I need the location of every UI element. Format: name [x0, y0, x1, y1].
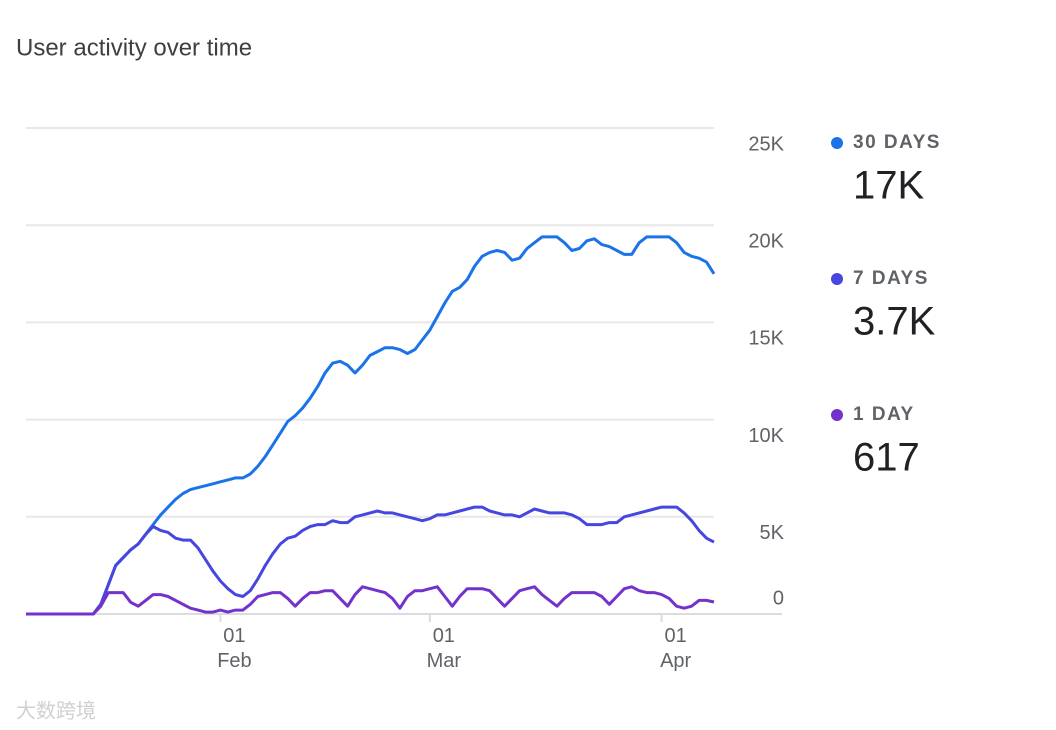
legend-name: 1 DAY [853, 404, 915, 425]
y-tick-label: 25K [748, 133, 784, 155]
x-tick-label-line: 01 [223, 625, 245, 647]
watermark: 大数跨境 [16, 699, 96, 722]
x-tick-label: 01 Feb [217, 625, 251, 672]
y-tick-label: 10K [748, 425, 784, 447]
x-tick-label-line: Apr [660, 650, 691, 672]
series-line [26, 585, 715, 616]
legend-total: 3.7K [853, 300, 936, 344]
x-tick-label: 01 Mar [427, 625, 462, 672]
x-tick-label: 01 Apr [660, 625, 691, 672]
chart-title: User activity over time [16, 34, 252, 61]
x-tick-label-line: 01 [665, 625, 687, 647]
series-line [26, 235, 716, 616]
legend-name: 7 DAYS [853, 268, 929, 289]
legend-total: 17K [853, 164, 924, 208]
y-tick-label: 5K [760, 522, 785, 544]
x-tick-label-line: Mar [427, 650, 462, 672]
x-tick-label-line: Feb [217, 650, 251, 672]
y-tick-label: 0 [773, 587, 784, 609]
x-tick-label-line: 01 [433, 625, 455, 647]
series-line [26, 505, 715, 616]
y-tick-label: 15K [748, 328, 784, 350]
y-tick-label: 20K [748, 230, 784, 252]
legend-total: 617 [853, 436, 920, 480]
legend-dot [831, 137, 843, 149]
legend-dot [831, 409, 843, 421]
legend-dot [831, 273, 843, 285]
legend-name: 30 DAYS [853, 132, 941, 153]
